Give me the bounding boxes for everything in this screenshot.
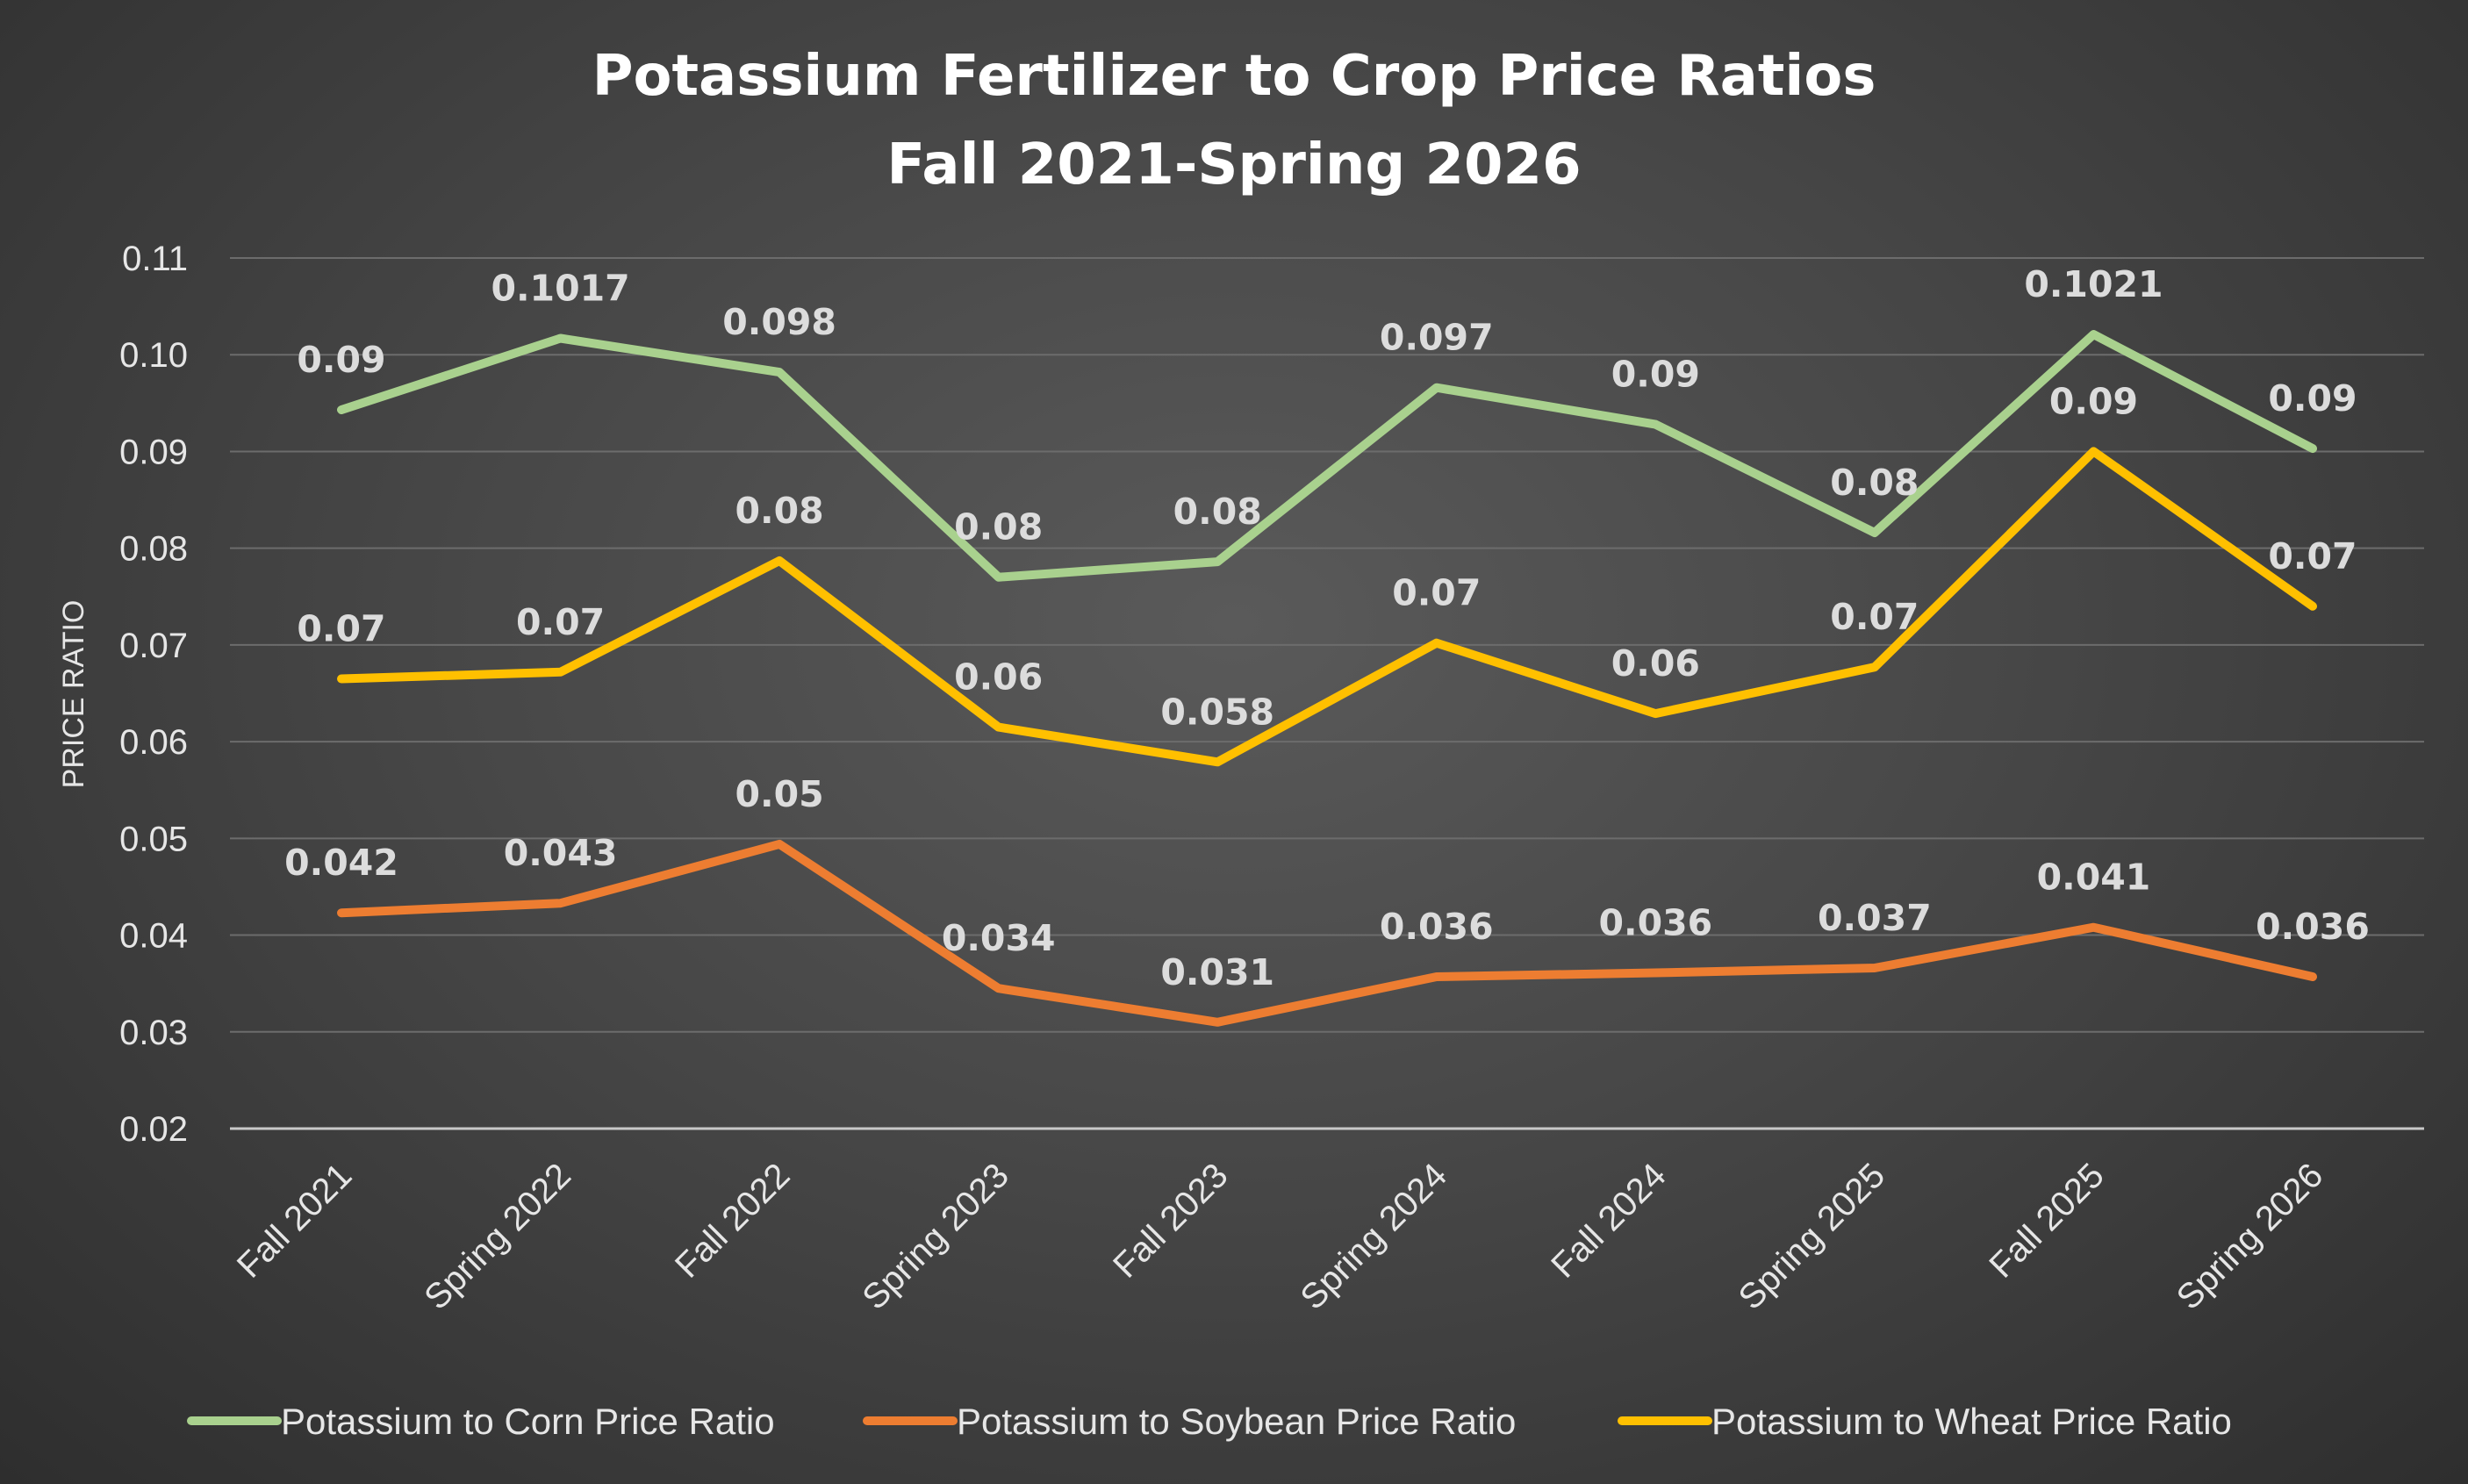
series-lines bbox=[337, 330, 2317, 1027]
data-label: 0.034 bbox=[942, 917, 1056, 959]
data-label: 0.037 bbox=[1818, 897, 1932, 939]
data-label: 0.1021 bbox=[2024, 263, 2163, 305]
data-label: 0.08 bbox=[954, 506, 1043, 548]
series-line bbox=[337, 839, 2317, 1027]
data-label: 0.1017 bbox=[491, 267, 629, 309]
legend-entry: Potassium to Corn Price Ratio bbox=[281, 1401, 775, 1442]
data-labels: 0.09 0.1017 0.098 0.08 0.08 0.097 0.09 0.08 0.10… bbox=[284, 263, 2370, 993]
x-tick-label: Fall 2021 bbox=[230, 1156, 359, 1285]
y-tick-label: 0.08 bbox=[119, 530, 188, 569]
x-tick-label: Spring 2022 bbox=[417, 1156, 578, 1317]
data-label: 0.043 bbox=[504, 832, 618, 874]
data-label: 0.09 bbox=[1611, 354, 1700, 396]
data-label: 0.042 bbox=[284, 842, 398, 884]
data-label: 0.05 bbox=[735, 773, 824, 815]
data-label: 0.08 bbox=[735, 490, 824, 532]
data-label: 0.036 bbox=[2256, 906, 2370, 948]
x-tick-label: Fall 2022 bbox=[668, 1156, 797, 1285]
y-tick-label: 0.05 bbox=[119, 820, 188, 858]
data-label: 0.08 bbox=[1830, 462, 1919, 504]
legend: Potassium to Corn Price Ratio Potassium t… bbox=[187, 1401, 2232, 1442]
legend-entry: Potassium to Wheat Price Ratio bbox=[1711, 1401, 2232, 1442]
data-label: 0.041 bbox=[2037, 857, 2151, 899]
y-axis-label: PRICE RATIO bbox=[57, 600, 90, 789]
y-axis-ticks: 0.02 0.03 0.04 0.05 0.06 0.07 0.08 0.09 0.10 0.11 bbox=[119, 240, 188, 1149]
data-label: 0.036 bbox=[1598, 902, 1712, 944]
x-tick-label: Spring 2026 bbox=[2170, 1156, 2331, 1317]
data-label: 0.098 bbox=[722, 301, 836, 343]
data-label: 0.06 bbox=[1611, 642, 1700, 685]
x-tick-label: Spring 2025 bbox=[1732, 1156, 1893, 1317]
gridlines bbox=[230, 257, 2424, 1130]
x-tick-label: Fall 2024 bbox=[1544, 1156, 1673, 1285]
series-line bbox=[337, 447, 2317, 767]
data-label: 0.08 bbox=[1173, 491, 1262, 533]
data-label: 0.07 bbox=[297, 607, 385, 649]
y-tick-label: 0.07 bbox=[119, 627, 188, 665]
y-tick-label: 0.03 bbox=[119, 1014, 188, 1052]
data-label: 0.058 bbox=[1160, 691, 1274, 733]
x-tick-label: Fall 2025 bbox=[1982, 1156, 2111, 1285]
x-tick-label: Spring 2024 bbox=[1293, 1156, 1454, 1317]
data-label: 0.07 bbox=[516, 601, 605, 643]
data-label: 0.09 bbox=[2268, 377, 2357, 419]
data-label: 0.09 bbox=[2049, 380, 2138, 422]
chart-subtitle: Fall 2021-Spring 2026 bbox=[886, 133, 1581, 197]
y-tick-label: 0.06 bbox=[119, 723, 188, 762]
x-axis-categories: Fall 2021 Spring 2022 Fall 2022 Spring 2023… bbox=[230, 1156, 2330, 1317]
chart-title: Potassium Fertilizer to Crop Price Ratio… bbox=[592, 44, 1876, 109]
series-line bbox=[337, 330, 2317, 582]
data-label: 0.09 bbox=[297, 339, 385, 381]
data-label: 0.07 bbox=[1392, 572, 1481, 614]
data-label: 0.06 bbox=[954, 656, 1043, 699]
legend-entry: Potassium to Soybean Price Ratio bbox=[957, 1401, 1516, 1442]
data-label: 0.07 bbox=[2268, 535, 2357, 577]
y-tick-label: 0.10 bbox=[119, 336, 188, 375]
y-tick-label: 0.09 bbox=[119, 433, 188, 471]
y-tick-label: 0.02 bbox=[119, 1110, 188, 1149]
data-label: 0.07 bbox=[1830, 596, 1919, 638]
data-label: 0.031 bbox=[1160, 951, 1274, 993]
y-tick-label: 0.11 bbox=[122, 240, 188, 278]
y-tick-label: 0.04 bbox=[119, 917, 188, 956]
data-label: 0.097 bbox=[1380, 317, 1494, 359]
x-tick-label: Spring 2023 bbox=[855, 1156, 1016, 1317]
data-label: 0.036 bbox=[1380, 906, 1494, 948]
x-tick-label: Fall 2023 bbox=[1106, 1156, 1235, 1285]
